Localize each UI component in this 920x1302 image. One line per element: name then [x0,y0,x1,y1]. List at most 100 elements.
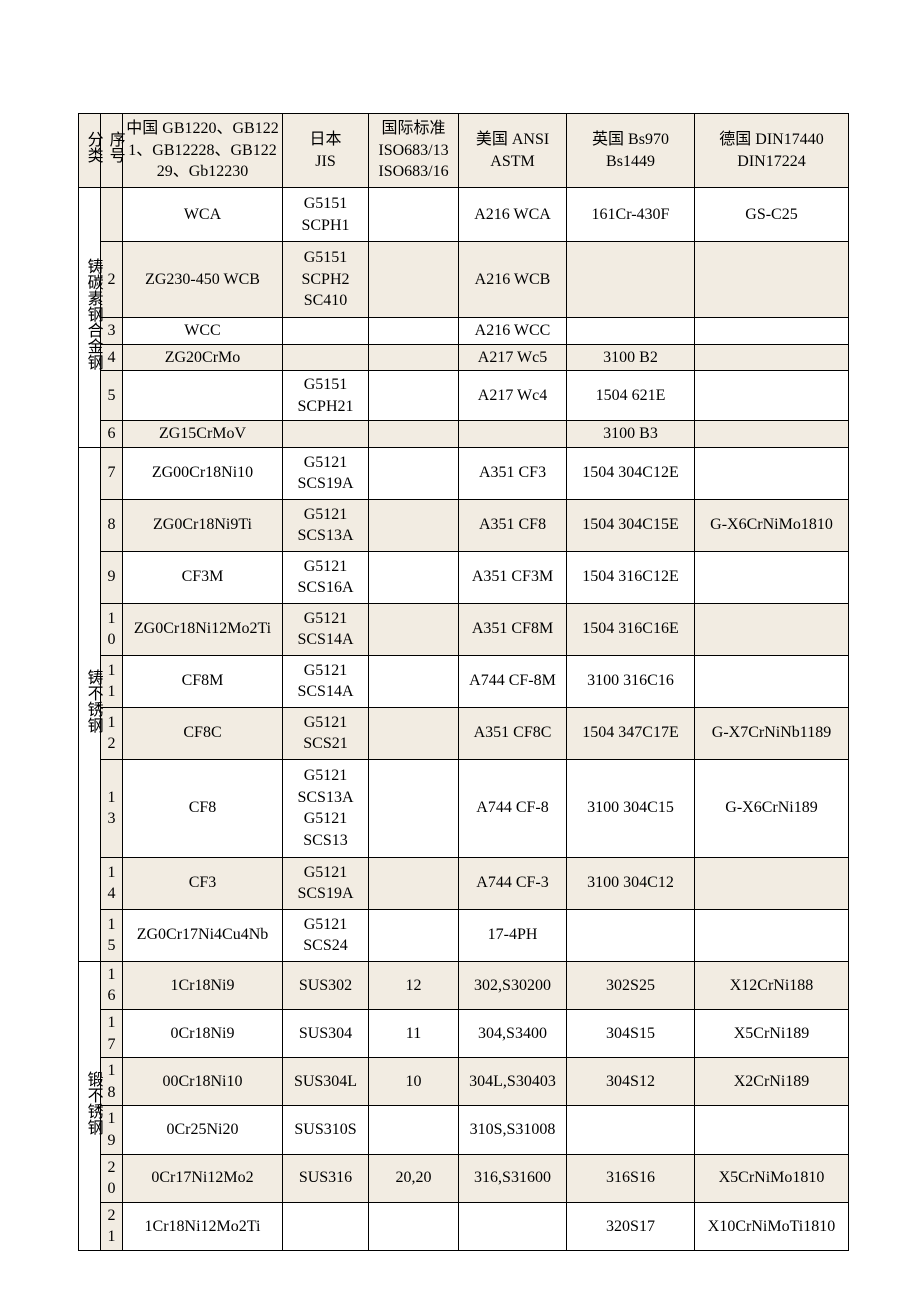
de-cell [695,344,849,371]
steel-standards-table: 分类序号中国 GB1220、GB1221、GB12228、GB12229、Gb1… [78,113,849,1251]
table-row: 200Cr17Ni12Mo2SUS31620,20316,S31600316S1… [79,1154,849,1202]
china-cell [123,371,283,421]
ansi-cell: 310S,S31008 [459,1106,567,1154]
jis-cell: SUS304L [283,1058,369,1106]
china-cell: ZG15CrMoV [123,421,283,448]
iso-cell: 10 [369,1058,459,1106]
iso-cell [369,371,459,421]
uk-cell: 161Cr-430F [567,188,695,242]
uk-cell: 1504 347C17E [567,707,695,759]
de-cell [695,551,849,603]
header-row: 分类序号中国 GB1220、GB1221、GB12228、GB12229、Gb1… [79,114,849,188]
index-cell: 20 [101,1154,123,1202]
jis-cell: G5121SCS21 [283,707,369,759]
table-row: 190Cr25Ni20SUS310S 310S,S31008 [79,1106,849,1154]
uk-cell [567,318,695,345]
de-cell: X10CrNiMoTi1810 [695,1202,849,1250]
table-row: 3WCCA216 WCC [79,318,849,345]
index-cell: 13 [101,759,123,857]
ansi-cell: A744 CF-3 [459,857,567,909]
de-cell: X5CrNi189 [695,1009,849,1057]
index-cell: 19 [101,1106,123,1154]
china-cell: WCC [123,318,283,345]
china-cell: CF8M [123,655,283,707]
ansi-cell: 304,S3400 [459,1009,567,1057]
table-row: 13CF8G5121SCS13AG5121SCS13A744 CF-83100 … [79,759,849,857]
de-cell: X5CrNiMo1810 [695,1154,849,1202]
de-cell: G-X6CrNiMo1810 [695,499,849,551]
de-cell: X12CrNi188 [695,961,849,1009]
uk-cell: 3100 304C15 [567,759,695,857]
iso-cell [369,857,459,909]
table-row: 铸不锈钢7ZG00Cr18Ni10G5121SCS19AA351 CF31504… [79,447,849,499]
china-cell: 0Cr18Ni9 [123,1009,283,1057]
jis-cell [283,344,369,371]
table-row: 12CF8CG5121SCS21A351 CF8C1504 347C17EG-X… [79,707,849,759]
iso-cell [369,707,459,759]
jis-cell: SUS302 [283,961,369,1009]
de-cell: G-X6CrNi189 [695,759,849,857]
uk-cell [567,242,695,318]
de-cell [695,421,849,448]
col-category: 分类 [79,114,101,188]
iso-cell: 12 [369,961,459,1009]
col-index: 序号 [101,114,123,188]
uk-cell: 304S15 [567,1009,695,1057]
iso-cell [369,1106,459,1154]
uk-cell [567,1106,695,1154]
china-cell: ZG0Cr18Ni12Mo2Ti [123,603,283,655]
col-uk: 英国 Bs970Bs1449 [567,114,695,188]
jis-cell [283,318,369,345]
table-row: 170Cr18Ni9SUS30411304,S3400304S15X5CrNi1… [79,1009,849,1057]
table-row: 锻不锈钢161Cr18Ni9SUS30212302,S30200302S25X1… [79,961,849,1009]
iso-cell [369,344,459,371]
uk-cell [567,909,695,961]
uk-cell: 304S12 [567,1058,695,1106]
china-cell: 00Cr18Ni10 [123,1058,283,1106]
ansi-cell: A217 Wc5 [459,344,567,371]
index-cell: 3 [101,318,123,345]
col-jis: 日本JIS [283,114,369,188]
iso-cell [369,655,459,707]
ansi-cell [459,1202,567,1250]
category-cell: 铸碳素钢合金钢 [79,188,101,448]
col-de: 德国 DIN17440DIN17224 [695,114,849,188]
table-row: 14CF3G5121SCS19AA744 CF-33100 304C12 [79,857,849,909]
iso-cell [369,759,459,857]
de-cell: X2CrNi189 [695,1058,849,1106]
uk-cell: 3100 316C16 [567,655,695,707]
col-iso: 国际标准ISO683/13ISO683/16 [369,114,459,188]
index-cell: 12 [101,707,123,759]
de-cell: G-X7CrNiNb1189 [695,707,849,759]
jis-cell [283,1202,369,1250]
uk-cell: 316S16 [567,1154,695,1202]
china-cell: 0Cr25Ni20 [123,1106,283,1154]
de-cell [695,857,849,909]
jis-cell: SUS310S [283,1106,369,1154]
china-cell: CF3 [123,857,283,909]
uk-cell: 3100 B2 [567,344,695,371]
index-cell: 4 [101,344,123,371]
de-cell: GS-C25 [695,188,849,242]
category-cell: 铸不锈钢 [79,447,101,961]
china-cell: ZG0Cr18Ni9Ti [123,499,283,551]
jis-cell: SUS316 [283,1154,369,1202]
jis-cell: G5121SCS14A [283,655,369,707]
index-cell: 8 [101,499,123,551]
table-row: 11CF8MG5121SCS14AA744 CF-8M3100 316C16 [79,655,849,707]
de-cell [695,318,849,345]
iso-cell: 20,20 [369,1154,459,1202]
ansi-cell: 316,S31600 [459,1154,567,1202]
ansi-cell: 17-4PH [459,909,567,961]
china-cell: ZG230-450 WCB [123,242,283,318]
uk-cell: 302S25 [567,961,695,1009]
index-cell: 16 [101,961,123,1009]
jis-cell: G5121SCS16A [283,551,369,603]
ansi-cell: A216 WCA [459,188,567,242]
iso-cell: 11 [369,1009,459,1057]
ansi-cell: A351 CF8C [459,707,567,759]
china-cell: WCA [123,188,283,242]
index-cell: 14 [101,857,123,909]
index-cell: 18 [101,1058,123,1106]
de-cell [695,447,849,499]
